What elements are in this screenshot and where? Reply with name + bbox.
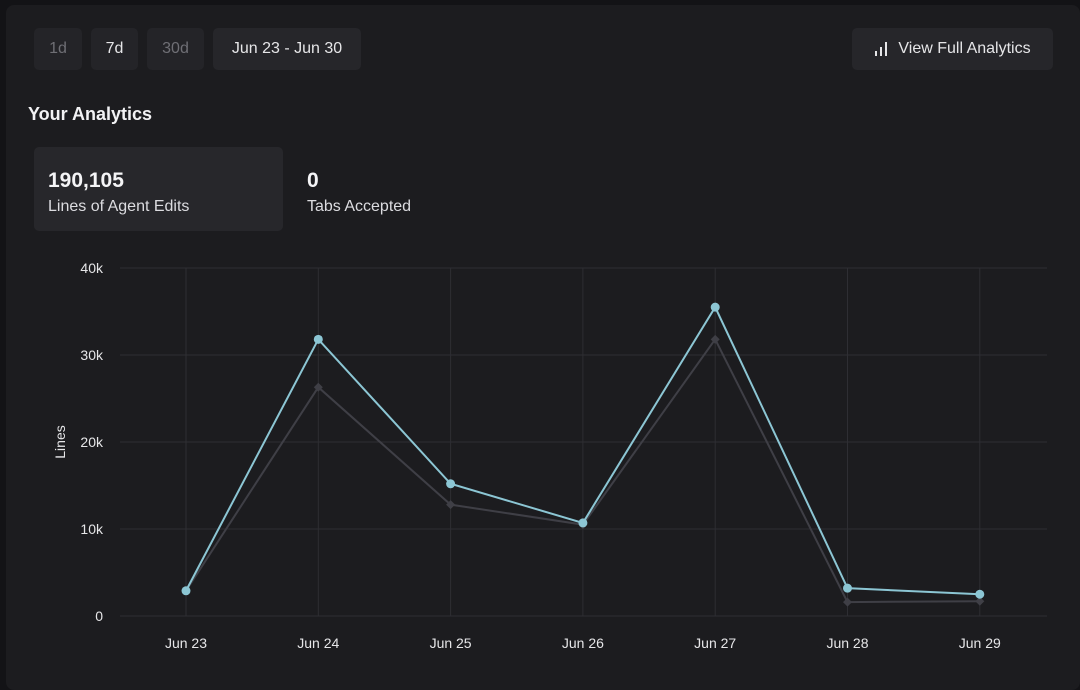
data-point-secondary bbox=[313, 382, 323, 392]
range-30d-button[interactable]: 30d bbox=[147, 28, 204, 70]
data-point-secondary bbox=[710, 334, 720, 344]
stat-value: 0 bbox=[307, 169, 319, 192]
view-full-analytics-button[interactable]: View Full Analytics bbox=[852, 28, 1053, 70]
data-point-primary bbox=[578, 518, 588, 528]
stat-card-agent-edits[interactable]: 190,105 Lines of Agent Edits bbox=[34, 147, 283, 231]
bar-chart-icon bbox=[874, 42, 888, 56]
view-full-analytics-label: View Full Analytics bbox=[898, 40, 1031, 57]
data-point-secondary bbox=[843, 597, 852, 607]
section-title: Your Analytics bbox=[28, 104, 153, 124]
data-point-secondary bbox=[446, 500, 456, 510]
x-tick-label: Jun 25 bbox=[430, 635, 472, 651]
x-tick-label: Jun 29 bbox=[959, 635, 1001, 651]
y-tick-label: 10k bbox=[80, 521, 104, 537]
x-tick-label: Jun 23 bbox=[165, 635, 207, 651]
data-point-primary bbox=[313, 334, 323, 344]
analytics-panel bbox=[6, 5, 1080, 690]
stat-value: 190,105 bbox=[48, 169, 124, 192]
x-tick-label: Jun 28 bbox=[826, 635, 868, 651]
y-axis-label: Lines bbox=[52, 425, 68, 458]
x-tick-label: Jun 24 bbox=[297, 635, 339, 651]
y-tick-label: 30k bbox=[80, 347, 104, 363]
stat-label: Tabs Accepted bbox=[307, 198, 412, 215]
range-1d-button[interactable]: 1d bbox=[34, 28, 82, 70]
range-7d-button[interactable]: 7d bbox=[91, 28, 138, 70]
y-tick-label: 0 bbox=[95, 608, 103, 624]
data-point-primary bbox=[710, 302, 720, 312]
data-point-primary bbox=[975, 589, 985, 599]
y-tick-label: 20k bbox=[80, 434, 104, 450]
data-point-secondary bbox=[975, 596, 985, 606]
y-tick-label: 40k bbox=[80, 260, 104, 276]
x-tick-label: Jun 27 bbox=[694, 635, 736, 651]
date-range-button[interactable]: Jun 23 - Jun 30 bbox=[213, 28, 361, 70]
stat-card-tabs-accepted[interactable]: 0 Tabs Accepted bbox=[293, 147, 493, 231]
x-tick-label: Jun 26 bbox=[562, 635, 604, 651]
data-point-primary bbox=[446, 479, 456, 489]
data-point-primary bbox=[181, 586, 191, 596]
stat-label: Lines of Agent Edits bbox=[48, 198, 190, 215]
data-point-primary bbox=[843, 583, 852, 593]
